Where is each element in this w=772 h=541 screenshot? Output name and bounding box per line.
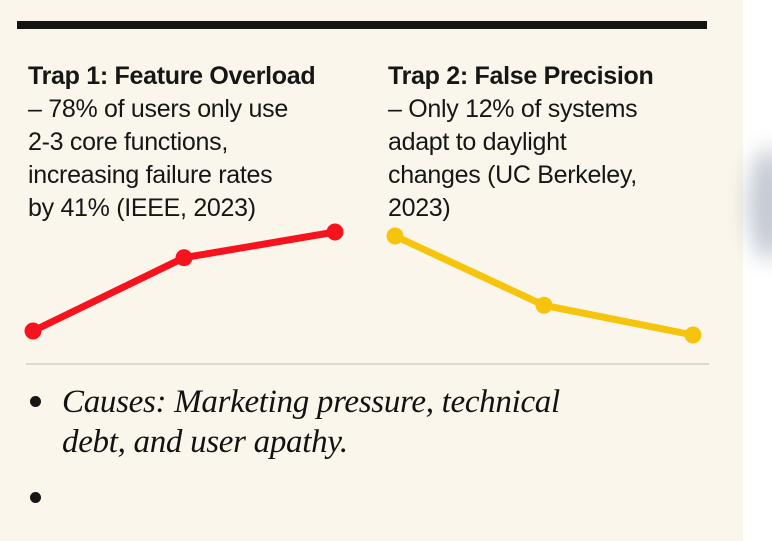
trap2-body-line: 2023) bbox=[388, 194, 451, 222]
trap2-trend-point bbox=[386, 227, 404, 245]
trap2-body-line: changes (UC Berkeley, bbox=[388, 161, 637, 189]
bullet-list: Causes: Marketing pressure, technical de… bbox=[30, 382, 710, 503]
edge-shadow bbox=[748, 148, 772, 260]
trap1-text-block: Trap 1: Feature Overload – 78% of users … bbox=[28, 60, 373, 225]
bullet-text-line: Causes: Marketing pressure, technical bbox=[62, 384, 560, 420]
bullet-text-line: debt, and user apathy. bbox=[62, 424, 348, 460]
page-edge-strip bbox=[743, 0, 772, 541]
trap1-body-line: – 78% of users only use bbox=[28, 95, 288, 123]
bullet-text: Causes: Marketing pressure, technical de… bbox=[62, 382, 560, 462]
trap1-trend-line bbox=[29, 228, 339, 335]
trap1-trend-point bbox=[175, 249, 193, 267]
bullet-icon bbox=[30, 492, 41, 503]
list-item: Causes: Marketing pressure, technical de… bbox=[30, 382, 710, 462]
trap2-body-line: adapt to daylight bbox=[388, 128, 567, 156]
trap1-title: Trap 1: Feature Overload bbox=[28, 62, 316, 90]
trap1-trend-point bbox=[24, 322, 42, 340]
trap1-trend-point bbox=[326, 223, 344, 241]
trap1-body-line: 2-3 core functions, bbox=[28, 128, 228, 156]
list-item bbox=[30, 478, 710, 503]
trap2-body-line: – Only 12% of systems bbox=[388, 95, 638, 123]
trap2-text-block: Trap 2: False Precision – Only 12% of sy… bbox=[388, 60, 718, 225]
bullet-icon bbox=[30, 396, 41, 407]
top-rule bbox=[17, 21, 707, 29]
trap2-title: Trap 2: False Precision bbox=[388, 62, 654, 90]
trap2-trend-point bbox=[684, 326, 702, 344]
section-divider bbox=[26, 363, 709, 365]
trap2-trend-line bbox=[391, 232, 697, 339]
trap1-body-line: increasing failure rates bbox=[28, 161, 273, 189]
trap1-body-line: by 41% (IEEE, 2023) bbox=[28, 194, 256, 222]
trap2-trend-point bbox=[535, 296, 553, 314]
